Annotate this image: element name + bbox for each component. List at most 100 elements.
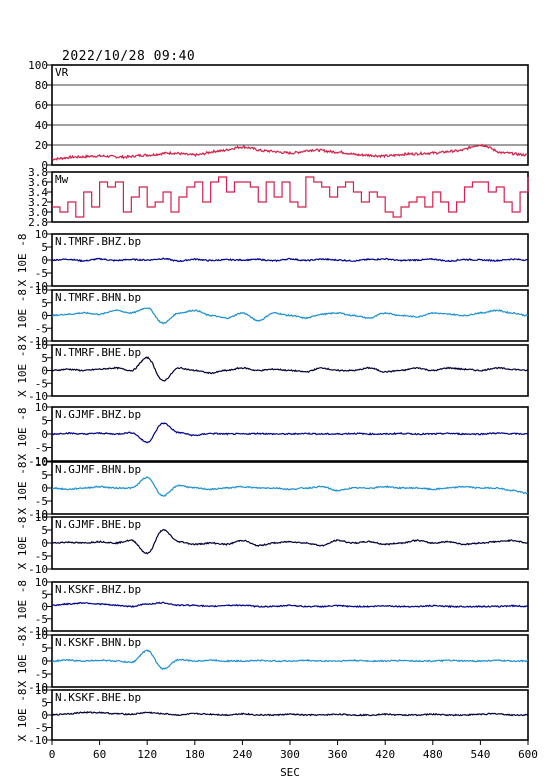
x-tick-label: 420 bbox=[375, 748, 395, 761]
y-tick-label: 3.8 bbox=[28, 166, 48, 179]
y-tick-label: -10 bbox=[28, 455, 48, 468]
y-tick-label: 5 bbox=[41, 697, 48, 710]
y-tick-label: 0 bbox=[41, 482, 48, 495]
y-tick-label: 5 bbox=[41, 469, 48, 482]
x-tick-label: 300 bbox=[280, 748, 300, 761]
y-tick-label: -5 bbox=[35, 668, 48, 681]
y-axis-label: X 10E -8 bbox=[16, 289, 29, 342]
y-tick-label: 5 bbox=[41, 588, 48, 601]
y-tick-label: -10 bbox=[28, 625, 48, 638]
y-tick-label: 20 bbox=[35, 139, 48, 152]
y-tick-label: -5 bbox=[35, 267, 48, 280]
panel-frame-mw bbox=[51, 171, 529, 223]
y-tick-label: -5 bbox=[35, 550, 48, 563]
y-tick-label: -5 bbox=[35, 442, 48, 455]
y-axis-label: X 10E -8 bbox=[16, 234, 29, 287]
timestamp-header: 2022/10/28 09:40 bbox=[62, 49, 196, 64]
y-axis-label: X 10E -8 bbox=[16, 689, 29, 742]
y-tick-label: -10 bbox=[28, 563, 48, 576]
panel-label-kskf-n: N.KSKF.BHN.bp bbox=[55, 636, 141, 649]
y-tick-label: 100 bbox=[28, 59, 48, 72]
trace-gjmf-z bbox=[51, 422, 529, 444]
trace-kskf-n bbox=[51, 649, 528, 671]
y-tick-label: 0 bbox=[41, 428, 48, 441]
panel-label-mw: Mw bbox=[55, 173, 69, 186]
y-tick-label: 0 bbox=[41, 159, 48, 172]
y-tick-label: 0 bbox=[41, 709, 48, 722]
x-axis-label: SEC bbox=[280, 766, 300, 779]
y-tick-label: 0 bbox=[41, 365, 48, 378]
x-tick-label: 0 bbox=[49, 748, 56, 761]
y-tick-label: -10 bbox=[28, 734, 48, 747]
trace-mw bbox=[52, 176, 529, 218]
panel-label-vr: VR bbox=[55, 66, 69, 79]
y-tick-label: -10 bbox=[28, 390, 48, 403]
y-tick-label: -5 bbox=[35, 322, 48, 335]
y-tick-label: 0 bbox=[41, 537, 48, 550]
y-tick-label: 0 bbox=[41, 310, 48, 323]
y-axis-label: X 10E -8 bbox=[16, 580, 29, 633]
panel-label-kskf-z: N.KSKF.BHZ.bp bbox=[55, 583, 141, 596]
panel-label-tmrf-e: N.TMRF.BHE.bp bbox=[55, 346, 141, 359]
y-axis-label: X 10E -8 bbox=[16, 344, 29, 397]
y-tick-label: -10 bbox=[28, 335, 48, 348]
y-tick-label: 10 bbox=[35, 339, 48, 352]
y-tick-label: 0 bbox=[41, 655, 48, 668]
y-axis-label: X 10E -8 bbox=[16, 408, 29, 461]
y-axis-label: X 10E -8 bbox=[16, 517, 29, 570]
trace-tmrf-z bbox=[51, 257, 529, 263]
x-tick-label: 180 bbox=[185, 748, 205, 761]
y-tick-label: 0 bbox=[41, 254, 48, 267]
y-tick-label: 10 bbox=[35, 629, 48, 642]
y-tick-label: -5 bbox=[35, 613, 48, 626]
y-tick-label: 3.0 bbox=[28, 206, 48, 219]
trace-tmrf-n bbox=[51, 307, 529, 325]
y-tick-label: 10 bbox=[35, 511, 48, 524]
y-tick-label: 5 bbox=[41, 642, 48, 655]
y-tick-label: 5 bbox=[41, 415, 48, 428]
y-tick-label: 5 bbox=[41, 241, 48, 254]
y-tick-label: 5 bbox=[41, 352, 48, 365]
y-axis-label: X 10E -8 bbox=[16, 635, 29, 688]
y-axis-label: X 10E -8 bbox=[16, 462, 29, 515]
x-tick-label: 600 bbox=[518, 748, 538, 761]
y-tick-label: 3.4 bbox=[28, 186, 48, 199]
trace-gjmf-e bbox=[51, 528, 528, 555]
trace-kskf-z bbox=[51, 601, 529, 609]
y-tick-label: 5 bbox=[41, 524, 48, 537]
y-tick-label: 10 bbox=[35, 401, 48, 414]
y-tick-label: 10 bbox=[35, 684, 48, 697]
y-tick-label: 10 bbox=[35, 576, 48, 589]
y-tick-label: -5 bbox=[35, 495, 48, 508]
y-tick-label: 10 bbox=[35, 284, 48, 297]
y-tick-label: 5 bbox=[41, 297, 48, 310]
y-tick-label: -10 bbox=[28, 508, 48, 521]
y-tick-label: 2.8 bbox=[28, 216, 48, 229]
trace-vr bbox=[51, 143, 529, 161]
trace-gjmf-n bbox=[51, 476, 529, 497]
y-tick-label: -5 bbox=[35, 722, 48, 735]
x-tick-label: 120 bbox=[137, 748, 157, 761]
y-tick-label: 10 bbox=[35, 228, 48, 241]
y-tick-label: -5 bbox=[35, 377, 48, 390]
panel-label-gjmf-n: N.GJMF.BHN.bp bbox=[55, 463, 141, 476]
trace-tmrf-e bbox=[51, 356, 529, 382]
x-tick-label: 540 bbox=[470, 748, 490, 761]
y-tick-label: -10 bbox=[28, 681, 48, 694]
panel-label-kskf-e: N.KSKF.BHE.bp bbox=[55, 691, 141, 704]
y-tick-label: 60 bbox=[35, 99, 48, 112]
y-tick-label: 0 bbox=[41, 601, 48, 614]
panel-label-gjmf-e: N.GJMF.BHE.bp bbox=[55, 518, 141, 531]
y-tick-label: -10 bbox=[28, 280, 48, 293]
trace-kskf-e bbox=[51, 711, 529, 717]
x-tick-label: 240 bbox=[232, 748, 252, 761]
y-tick-label: 80 bbox=[35, 79, 48, 92]
x-tick-label: 360 bbox=[328, 748, 348, 761]
x-tick-label: 60 bbox=[93, 748, 106, 761]
y-tick-label: 10 bbox=[35, 456, 48, 469]
panel-label-tmrf-z: N.TMRF.BHZ.bp bbox=[55, 235, 141, 248]
y-tick-label: 3.6 bbox=[28, 176, 48, 189]
x-tick-label: 480 bbox=[423, 748, 443, 761]
y-tick-label: 3.2 bbox=[28, 196, 48, 209]
